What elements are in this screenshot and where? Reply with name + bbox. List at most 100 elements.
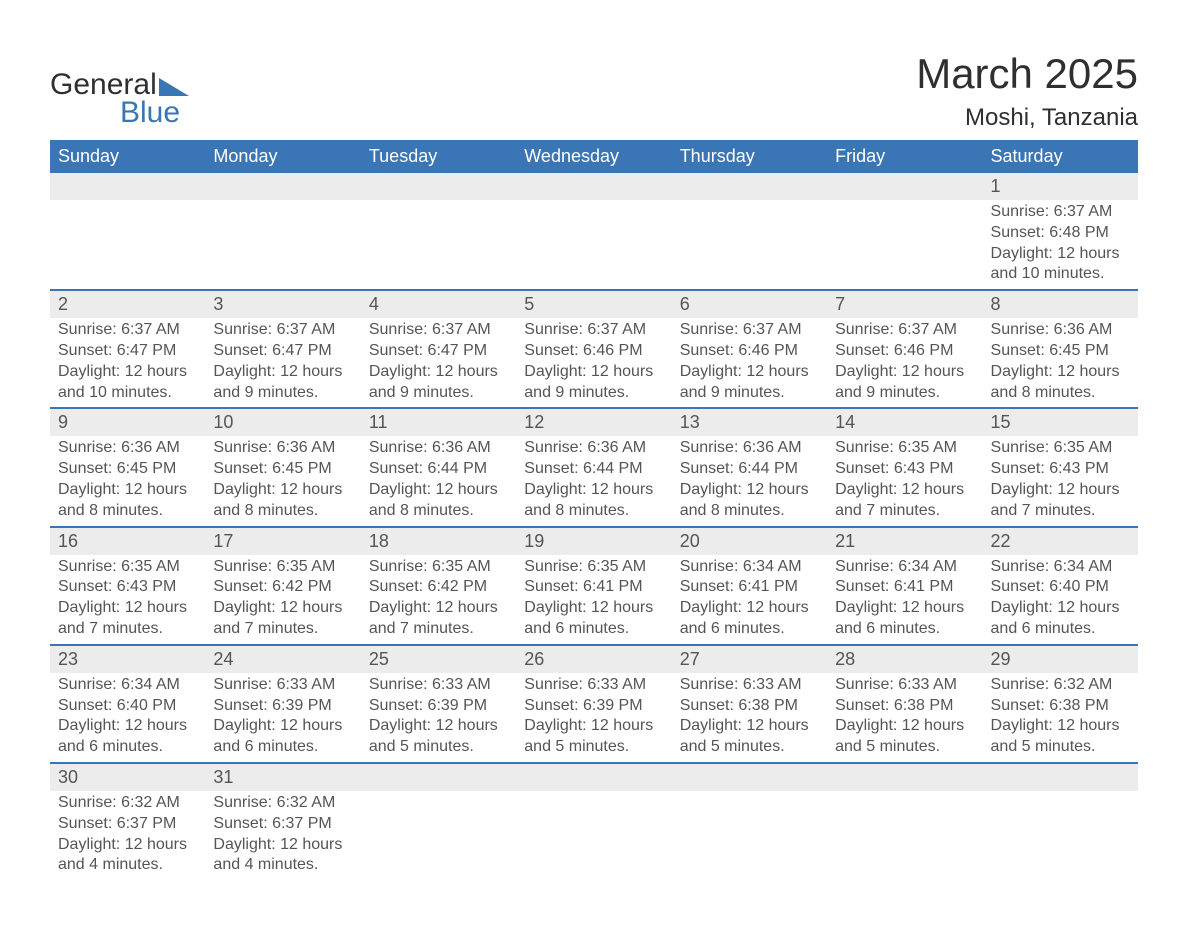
sunset-text: Sunset: 6:41 PM [680,577,819,598]
sunset-text: Sunset: 6:45 PM [213,459,352,480]
day-number: 30 [50,764,205,791]
calendar-day-cell [50,173,205,290]
day-content [827,200,982,286]
daylight-text-2: and 8 minutes. [213,501,352,522]
day-content: Sunrise: 6:33 AMSunset: 6:39 PMDaylight:… [516,673,671,762]
calendar-day-cell [672,763,827,880]
daylight-text-1: Daylight: 12 hours [58,598,197,619]
daylight-text-1: Daylight: 12 hours [524,716,663,737]
day-number: 22 [983,528,1138,555]
calendar-day-cell: 23Sunrise: 6:34 AMSunset: 6:40 PMDayligh… [50,645,205,763]
day-number: 24 [205,646,360,673]
day-number [672,764,827,791]
day-content: Sunrise: 6:35 AMSunset: 6:43 PMDaylight:… [983,436,1138,525]
sunset-text: Sunset: 6:39 PM [369,696,508,717]
daylight-text-2: and 5 minutes. [991,737,1130,758]
calendar-day-cell [361,763,516,880]
weekday-header: Thursday [672,140,827,173]
calendar-day-cell: 14Sunrise: 6:35 AMSunset: 6:43 PMDayligh… [827,408,982,526]
day-content [827,791,982,877]
sunset-text: Sunset: 6:47 PM [213,341,352,362]
daylight-text-1: Daylight: 12 hours [680,716,819,737]
daylight-text-2: and 9 minutes. [835,383,974,404]
daylight-text-2: and 5 minutes. [369,737,508,758]
day-content: Sunrise: 6:33 AMSunset: 6:38 PMDaylight:… [672,673,827,762]
calendar-day-cell: 29Sunrise: 6:32 AMSunset: 6:38 PMDayligh… [983,645,1138,763]
calendar-week-row: 23Sunrise: 6:34 AMSunset: 6:40 PMDayligh… [50,645,1138,763]
day-content: Sunrise: 6:34 AMSunset: 6:40 PMDaylight:… [50,673,205,762]
sunset-text: Sunset: 6:40 PM [58,696,197,717]
sunset-text: Sunset: 6:45 PM [58,459,197,480]
day-number: 4 [361,291,516,318]
day-content: Sunrise: 6:36 AMSunset: 6:45 PMDaylight:… [50,436,205,525]
weekday-header: Saturday [983,140,1138,173]
sunset-text: Sunset: 6:44 PM [680,459,819,480]
daylight-text-2: and 9 minutes. [213,383,352,404]
daylight-text-2: and 10 minutes. [58,383,197,404]
calendar-day-cell [516,173,671,290]
daylight-text-1: Daylight: 12 hours [369,362,508,383]
day-content: Sunrise: 6:33 AMSunset: 6:38 PMDaylight:… [827,673,982,762]
day-content [361,200,516,286]
day-content [205,200,360,286]
day-content: Sunrise: 6:34 AMSunset: 6:41 PMDaylight:… [672,555,827,644]
day-content: Sunrise: 6:36 AMSunset: 6:44 PMDaylight:… [672,436,827,525]
daylight-text-1: Daylight: 12 hours [835,362,974,383]
daylight-text-1: Daylight: 12 hours [835,598,974,619]
day-content: Sunrise: 6:34 AMSunset: 6:40 PMDaylight:… [983,555,1138,644]
daylight-text-2: and 4 minutes. [213,855,352,876]
day-content: Sunrise: 6:36 AMSunset: 6:44 PMDaylight:… [361,436,516,525]
daylight-text-1: Daylight: 12 hours [835,480,974,501]
day-content: Sunrise: 6:37 AMSunset: 6:46 PMDaylight:… [516,318,671,407]
daylight-text-1: Daylight: 12 hours [991,362,1130,383]
day-number: 28 [827,646,982,673]
sunset-text: Sunset: 6:39 PM [524,696,663,717]
calendar-day-cell: 13Sunrise: 6:36 AMSunset: 6:44 PMDayligh… [672,408,827,526]
sunset-text: Sunset: 6:47 PM [369,341,508,362]
day-number [827,764,982,791]
daylight-text-1: Daylight: 12 hours [58,716,197,737]
calendar-day-cell: 3Sunrise: 6:37 AMSunset: 6:47 PMDaylight… [205,290,360,408]
calendar-day-cell [983,763,1138,880]
day-number: 10 [205,409,360,436]
sunset-text: Sunset: 6:43 PM [835,459,974,480]
sunset-text: Sunset: 6:40 PM [991,577,1130,598]
calendar-day-cell [516,763,671,880]
weekday-header: Sunday [50,140,205,173]
daylight-text-2: and 7 minutes. [213,619,352,640]
sunrise-text: Sunrise: 6:37 AM [524,320,663,341]
daylight-text-1: Daylight: 12 hours [213,598,352,619]
day-number: 6 [672,291,827,318]
day-number [50,173,205,200]
calendar-day-cell: 9Sunrise: 6:36 AMSunset: 6:45 PMDaylight… [50,408,205,526]
day-number [361,764,516,791]
daylight-text-2: and 5 minutes. [524,737,663,758]
daylight-text-2: and 6 minutes. [213,737,352,758]
daylight-text-1: Daylight: 12 hours [524,362,663,383]
calendar-day-cell: 2Sunrise: 6:37 AMSunset: 6:47 PMDaylight… [50,290,205,408]
daylight-text-1: Daylight: 12 hours [991,480,1130,501]
sunset-text: Sunset: 6:37 PM [213,814,352,835]
sunset-text: Sunset: 6:41 PM [835,577,974,598]
calendar-day-cell: 27Sunrise: 6:33 AMSunset: 6:38 PMDayligh… [672,645,827,763]
day-number: 20 [672,528,827,555]
daylight-text-1: Daylight: 12 hours [213,362,352,383]
day-number: 31 [205,764,360,791]
daylight-text-1: Daylight: 12 hours [524,598,663,619]
daylight-text-1: Daylight: 12 hours [524,480,663,501]
calendar-table: Sunday Monday Tuesday Wednesday Thursday… [50,140,1138,880]
sunrise-text: Sunrise: 6:35 AM [213,557,352,578]
day-content [361,791,516,877]
calendar-header-row: Sunday Monday Tuesday Wednesday Thursday… [50,140,1138,173]
sunset-text: Sunset: 6:42 PM [213,577,352,598]
daylight-text-1: Daylight: 12 hours [991,716,1130,737]
sunrise-text: Sunrise: 6:33 AM [835,675,974,696]
sunrise-text: Sunrise: 6:37 AM [58,320,197,341]
day-number [516,764,671,791]
daylight-text-1: Daylight: 12 hours [680,362,819,383]
calendar-day-cell: 20Sunrise: 6:34 AMSunset: 6:41 PMDayligh… [672,527,827,645]
weekday-header: Wednesday [516,140,671,173]
calendar-week-row: 16Sunrise: 6:35 AMSunset: 6:43 PMDayligh… [50,527,1138,645]
calendar-week-row: 1Sunrise: 6:37 AMSunset: 6:48 PMDaylight… [50,173,1138,290]
calendar-day-cell: 1Sunrise: 6:37 AMSunset: 6:48 PMDaylight… [983,173,1138,290]
